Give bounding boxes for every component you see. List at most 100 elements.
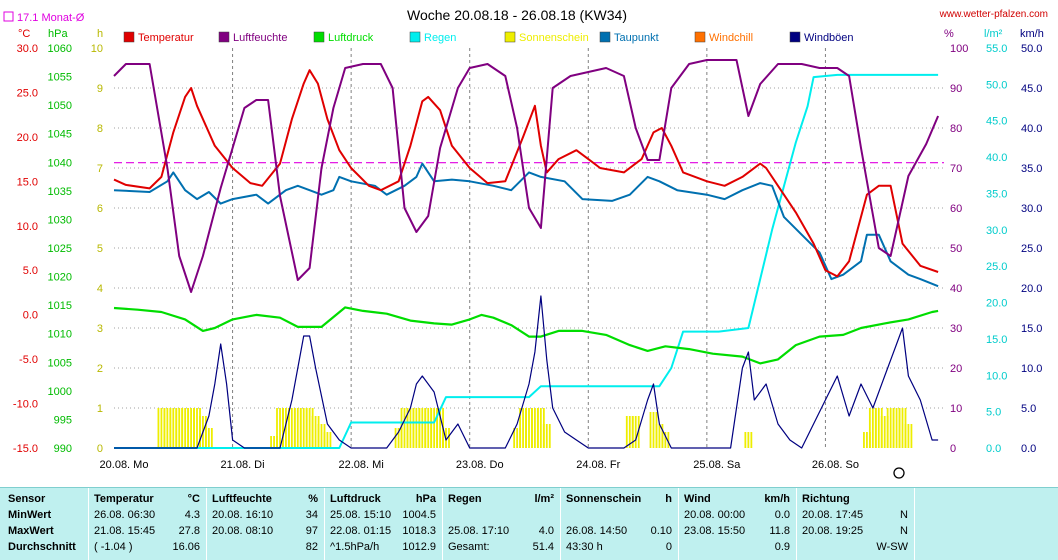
- x-tick-label: 25.08. Sa: [693, 459, 741, 471]
- wind-tick: 5.0: [1021, 403, 1036, 415]
- wind-tick: 30.0: [1021, 203, 1042, 215]
- legend-label: Windchill: [709, 32, 753, 44]
- dewpoint-line: [113, 162, 939, 288]
- stats-cell-value: 34: [305, 509, 318, 521]
- sun-tick: 7: [97, 163, 103, 175]
- legend-label: Sonnenschein: [519, 32, 589, 44]
- wind-unit: km/h: [1020, 28, 1044, 40]
- pressure-tick: 1010: [48, 329, 72, 341]
- stats-column-header: Luftdruck: [330, 493, 381, 505]
- stats-column-header: Regen: [448, 493, 482, 505]
- stats-cell-time: 21.08. 15:45: [94, 525, 156, 537]
- stats-cell-value: 11.8: [769, 525, 790, 537]
- stats-separator: [560, 488, 561, 560]
- temp-tick: -15.0: [13, 443, 38, 455]
- stats-cell-time: 26.08. 14:50: [566, 525, 628, 537]
- x-tick-label: 24.08. Fr: [576, 459, 620, 471]
- sun-tick: 3: [97, 323, 103, 335]
- stats-cell-time: 20.08. 19:25: [802, 525, 864, 537]
- legend-swatch: [789, 31, 801, 43]
- rain-tick: 20.0: [986, 298, 1007, 310]
- temp-tick: 30.0: [17, 43, 38, 55]
- stats-header-sensor: Sensor: [8, 493, 46, 505]
- pressure-tick: 1025: [48, 243, 72, 255]
- humidity-tick: 0: [950, 443, 956, 455]
- legend-label: Luftdruck: [328, 32, 374, 44]
- weather-chart: Woche 20.08.18 - 26.08.18 (KW34) www.wet…: [3, 7, 1048, 479]
- wind-tick: 15.0: [1021, 323, 1042, 335]
- x-axis-labels: 20.08. Mo 21.08. Di 22.08. Mi 23.08. Do 24.0…: [100, 459, 859, 471]
- sun-tick: 1: [97, 403, 103, 415]
- humidity-tick: 20: [950, 363, 962, 375]
- wind-tick: 35.0: [1021, 163, 1042, 175]
- rain-tick: 50.0: [986, 79, 1007, 91]
- pressure-line: [113, 306, 939, 365]
- stats-column-header: Temperatur: [94, 493, 154, 505]
- series: [113, 59, 940, 449]
- stats-cell-time: 26.08. 06:30: [94, 509, 156, 521]
- stats-cell-value: 27.8: [178, 525, 200, 537]
- stats-separator: [914, 488, 915, 560]
- pressure-tick: 1015: [48, 300, 72, 312]
- legend: Temperatur Luftfeuchte Luftdruck Regen Sonne…: [123, 31, 854, 44]
- stats-cell-value: 1018.3: [402, 525, 436, 537]
- sun-tick: 0: [97, 443, 103, 455]
- humidity-tick: 50: [950, 243, 962, 255]
- sun-tick: 4: [97, 283, 103, 295]
- rain-tick: 5.0: [986, 407, 1001, 419]
- stats-cell-value: 0.9: [774, 541, 790, 553]
- sun-unit: h: [97, 28, 103, 40]
- stats-cell-value: 0.0: [774, 509, 790, 521]
- legend-swatch: [694, 31, 706, 43]
- stats-row-label: MinWert: [8, 509, 52, 521]
- stats-cell-value: 1004.5: [402, 509, 436, 521]
- temp-tick: -5.0: [19, 354, 38, 366]
- rain-tick: 0.0: [986, 443, 1001, 455]
- stats-cell-value: 97: [305, 525, 318, 537]
- pressure-tick: 1050: [48, 100, 72, 112]
- x-tick-label: 20.08. Mo: [100, 459, 149, 471]
- legend-label: Luftfeuchte: [233, 32, 287, 44]
- month-avg-label: 17.1 Monat-Ø: [17, 12, 85, 24]
- pressure-tick: 1045: [48, 129, 72, 141]
- pressure-unit: hPa: [48, 28, 68, 40]
- rain-unit: l/m²: [984, 28, 1003, 40]
- humidity-tick: 90: [950, 83, 962, 95]
- stats-column-unit: hPa: [415, 493, 436, 505]
- stats-cell-time: 22.08. 01:15: [330, 525, 392, 537]
- right-axes: 100908070605040302010055.050.045.040.035…: [950, 43, 1042, 455]
- pressure-tick: 1055: [48, 72, 72, 84]
- pressure-tick: 1060: [48, 43, 72, 55]
- stats-column-header: Richtung: [802, 493, 850, 505]
- humidity-tick: 30: [950, 323, 962, 335]
- stats-cell-value: 4.0: [538, 525, 554, 537]
- temp-unit: °C: [18, 28, 30, 40]
- stats-cell-value: 0: [665, 541, 672, 553]
- pressure-tick: 1035: [48, 186, 72, 198]
- stats-cell-time: 20.08. 00:00: [684, 509, 746, 521]
- rain-tick: 10.0: [986, 370, 1007, 382]
- legend-swatch: [218, 31, 230, 43]
- stats-cell-value: 16.06: [172, 541, 200, 553]
- legend-swatch: [599, 31, 611, 43]
- stats-column-unit: km/h: [764, 493, 790, 505]
- stats-cell-value: W-SW: [876, 541, 908, 553]
- wind-tick: 25.0: [1021, 243, 1042, 255]
- legend-label: Taupunkt: [614, 32, 659, 44]
- stats-column-unit: %: [308, 493, 318, 505]
- site-url: www.wetter-pfalzen.com: [939, 9, 1048, 20]
- wind-tick: 45.0: [1021, 83, 1042, 95]
- sun-tick: 10: [91, 43, 103, 55]
- stats-column-header: Sonnenschein: [566, 493, 642, 505]
- rain-tick: 40.0: [986, 152, 1007, 164]
- legend-label: Windböen: [804, 32, 854, 44]
- temp-tick: 10.0: [17, 221, 38, 233]
- temp-tick: -10.0: [13, 399, 38, 411]
- temp-tick: 5.0: [23, 265, 38, 277]
- stats-column-unit: °C: [187, 493, 200, 505]
- stats-separator: [324, 488, 325, 560]
- pressure-tick: 1030: [48, 214, 72, 226]
- stats-cell-time: 25.08. 15:10: [330, 509, 392, 521]
- legend-label: Regen: [424, 32, 456, 44]
- legend-swatch: [504, 31, 516, 43]
